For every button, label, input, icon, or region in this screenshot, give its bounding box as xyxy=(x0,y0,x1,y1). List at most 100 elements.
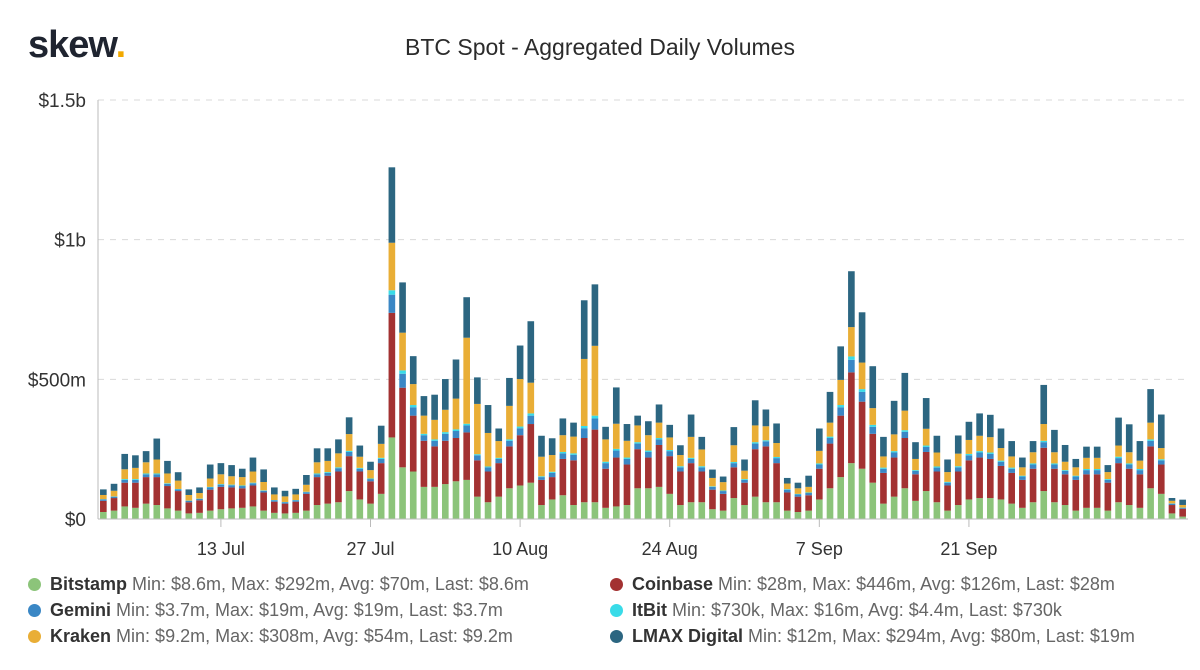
bar-gemini xyxy=(986,453,994,459)
bar-itbit xyxy=(228,484,235,486)
legend-marker-icon xyxy=(28,630,41,643)
bar-kraken xyxy=(516,379,524,427)
legend-item[interactable]: Gemini Min: $3.7m, Max: $19m, Avg: $19m,… xyxy=(28,600,503,621)
bar-bitstamp xyxy=(431,486,438,519)
bar-kraken xyxy=(249,471,257,483)
bar-gemini xyxy=(516,428,524,436)
bar-bitstamp xyxy=(1104,510,1112,519)
bar-gemini xyxy=(100,499,107,501)
bar-lmax-digital xyxy=(292,488,300,495)
bar-bitstamp xyxy=(687,502,695,519)
bar-coinbase xyxy=(495,463,503,497)
bar-itbit xyxy=(730,462,738,464)
bar-coinbase xyxy=(1008,472,1015,504)
bar-bitstamp xyxy=(559,495,567,519)
bar-lmax-digital xyxy=(805,475,812,487)
bar-kraken xyxy=(100,494,107,500)
bar-coinbase xyxy=(1083,474,1090,508)
bar-coinbase xyxy=(944,485,951,511)
bar-kraken xyxy=(1168,500,1176,504)
bar-coinbase xyxy=(1029,468,1037,503)
bar-itbit xyxy=(1072,475,1080,477)
bar-itbit xyxy=(677,466,684,468)
bar-bitstamp xyxy=(912,500,919,519)
bar-lmax-digital xyxy=(474,377,481,404)
bar-coinbase xyxy=(698,471,706,503)
bar-gemini xyxy=(954,467,962,472)
bar-bitstamp xyxy=(1168,513,1176,519)
bar-gemini xyxy=(196,498,203,501)
bar-lmax-digital xyxy=(110,483,118,491)
bar-bitstamp xyxy=(1061,505,1069,519)
legend-item[interactable]: LMAX Digital Min: $12m, Max: $294m, Avg:… xyxy=(610,626,1135,647)
bar-gemini xyxy=(452,431,460,438)
bar-bitstamp xyxy=(816,499,823,519)
bar-gemini xyxy=(538,477,545,480)
bar-bitstamp xyxy=(132,507,139,519)
bar-kraken xyxy=(1029,452,1037,464)
bar-gemini xyxy=(655,439,663,445)
bar-bitstamp xyxy=(591,502,599,519)
bar-itbit xyxy=(388,290,396,295)
bar-kraken xyxy=(634,425,641,443)
bar-bitstamp xyxy=(944,510,951,519)
bar-lmax-digital xyxy=(164,460,171,474)
bar-bitstamp xyxy=(762,502,770,519)
x-tick-label: 27 Jul xyxy=(346,539,394,559)
legend-item[interactable]: ItBit Min: $730k, Max: $16m, Avg: $4.4m,… xyxy=(610,600,1062,621)
bar-itbit xyxy=(356,467,364,469)
bar-coinbase xyxy=(848,372,855,464)
bar-coinbase xyxy=(1072,479,1080,511)
bar-lmax-digital xyxy=(1072,458,1080,468)
axes-group: $0 $500m $1b $1.5b 13 Jul 27 Jul 10 Aug 24 Aug 7… xyxy=(28,91,1188,559)
bar-bitstamp xyxy=(997,499,1005,519)
bar-lmax-digital xyxy=(249,457,257,472)
legend-item[interactable]: Kraken Min: $9.2m, Max: $308m, Avg: $54m… xyxy=(28,626,513,647)
bar-bitstamp xyxy=(986,498,994,519)
x-tick-label: 7 Sep xyxy=(796,539,843,559)
bar-bitstamp xyxy=(612,506,620,519)
bar-gemini xyxy=(1104,479,1112,483)
bar-coinbase xyxy=(997,465,1005,500)
bar-gemini xyxy=(730,463,738,468)
legend-marker-icon xyxy=(610,630,623,643)
bar-kraken xyxy=(837,379,845,406)
bar-coinbase xyxy=(655,444,663,487)
bar-gemini xyxy=(249,483,257,486)
bar-bitstamp xyxy=(217,509,225,519)
bar-itbit xyxy=(548,471,556,473)
bar-itbit xyxy=(580,425,588,429)
bar-gemini xyxy=(837,407,845,416)
bar-coinbase xyxy=(570,460,577,506)
bar-bitstamp xyxy=(100,512,107,519)
legend-item[interactable]: Bitstamp Min: $8.6m, Max: $292m, Avg: $7… xyxy=(28,574,529,595)
bar-coinbase xyxy=(463,432,470,480)
bar-kraken xyxy=(890,434,898,452)
bar-coinbase xyxy=(1168,505,1176,514)
bar-itbit xyxy=(377,457,385,459)
bar-coinbase xyxy=(645,457,652,489)
legend-item[interactable]: Coinbase Min: $28m, Max: $446m, Avg: $12… xyxy=(610,574,1115,595)
bar-coinbase xyxy=(976,457,983,499)
bar-bitstamp xyxy=(1029,502,1037,519)
bar-gemini xyxy=(666,451,674,457)
bar-kraken xyxy=(1157,448,1165,460)
bar-gemini xyxy=(976,452,983,458)
bar-itbit xyxy=(880,467,887,469)
bar-coinbase xyxy=(1061,474,1069,506)
bar-itbit xyxy=(142,473,150,475)
bar-kraken xyxy=(912,458,919,471)
bar-coinbase xyxy=(420,440,428,487)
bar-kraken xyxy=(452,398,460,430)
bar-coinbase xyxy=(783,492,791,511)
bar-bitstamp xyxy=(965,499,973,519)
logo-dot: . xyxy=(115,24,127,66)
bar-coinbase xyxy=(142,477,150,504)
bar-bitstamp xyxy=(1083,507,1090,519)
bar-lmax-digital xyxy=(655,404,663,423)
bar-coinbase xyxy=(751,449,759,497)
bar-gemini xyxy=(1008,468,1015,473)
bar-gemini xyxy=(933,467,941,472)
bar-coinbase xyxy=(666,456,674,494)
bar-kraken xyxy=(1104,472,1112,480)
